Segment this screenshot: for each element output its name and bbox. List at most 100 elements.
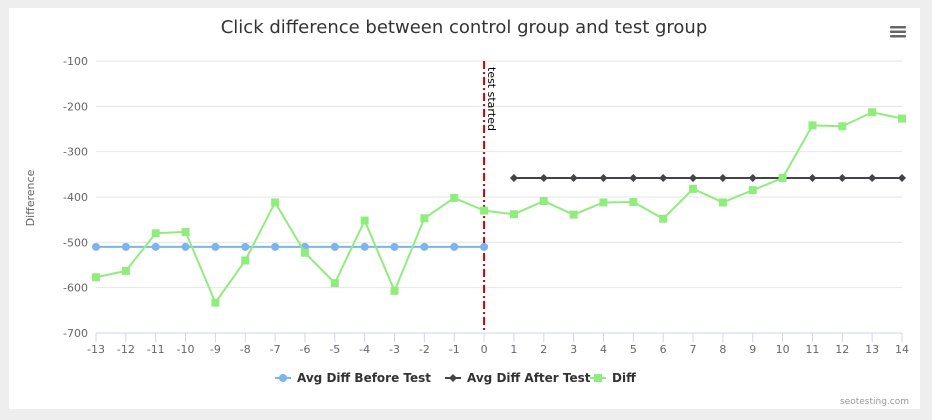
data-point[interactable] — [480, 206, 489, 215]
chart-svg: -100-200-300-400-500-600-700 -13 -12 -11 -1… — [24, 17, 909, 407]
data-point[interactable] — [420, 242, 429, 251]
data-point[interactable] — [778, 173, 787, 182]
y-tick-label: -600 — [63, 282, 88, 295]
x-tick-label: -11 — [147, 343, 165, 356]
legend-label: Diff — [612, 371, 636, 385]
legend-label: Avg Diff After Test — [467, 371, 591, 385]
data-point[interactable] — [211, 242, 220, 251]
data-point[interactable] — [92, 242, 100, 251]
legend-item[interactable]: Avg Diff After Test — [445, 371, 591, 385]
data-point[interactable] — [868, 173, 877, 182]
data-point[interactable] — [838, 173, 847, 182]
data-point[interactable] — [121, 266, 130, 275]
x-tick-label: -9 — [210, 343, 221, 356]
data-point[interactable] — [629, 173, 638, 182]
data-point[interactable] — [92, 273, 100, 282]
data-point[interactable] — [838, 122, 847, 131]
data-point[interactable] — [330, 279, 339, 288]
data-point[interactable] — [241, 256, 250, 265]
x-tick-label: 4 — [600, 343, 607, 356]
series-group — [92, 108, 906, 307]
x-tick-label: -4 — [359, 343, 370, 356]
data-point[interactable] — [868, 108, 877, 117]
data-point[interactable] — [808, 173, 817, 182]
data-point[interactable] — [539, 173, 548, 182]
chart-container: -100 -200 -300 -400 -500 -600 -700 -13 -12 -11 -1… — [9, 8, 920, 409]
y-tick-label: -100 — [63, 55, 88, 68]
series-1 — [509, 173, 906, 182]
y-tick-label: -400 — [63, 191, 88, 204]
data-point[interactable] — [360, 242, 369, 251]
data-point[interactable] — [898, 173, 906, 182]
data-point[interactable] — [689, 173, 698, 182]
plot-lines: test started — [483, 61, 498, 333]
data-point[interactable] — [808, 121, 817, 130]
x-tick-label: 11 — [805, 343, 819, 356]
data-point[interactable] — [629, 197, 638, 206]
chart-title: Click difference between control group a… — [221, 17, 708, 38]
data-point[interactable] — [271, 242, 280, 251]
x-tick-label: 14 — [895, 343, 909, 356]
x-tick-label: -10 — [177, 343, 195, 356]
data-point[interactable] — [390, 242, 399, 251]
data-point[interactable] — [211, 298, 220, 307]
x-tick-label: 2 — [540, 343, 547, 356]
data-point[interactable] — [569, 173, 578, 182]
data-point[interactable] — [181, 242, 190, 251]
data-point[interactable] — [300, 248, 309, 257]
data-point[interactable] — [509, 173, 518, 182]
data-point[interactable] — [151, 242, 160, 251]
data-point[interactable] — [151, 229, 160, 238]
y-axis-ticks: -100 -200 -300 -400 -500 -600 -700 — [63, 55, 88, 340]
legend-marker[interactable] — [449, 374, 457, 382]
x-tick-label: -7 — [270, 343, 281, 356]
data-point[interactable] — [480, 242, 489, 251]
series-2 — [92, 108, 906, 307]
data-point[interactable] — [509, 210, 518, 219]
x-tick-label: 9 — [749, 343, 756, 356]
data-point[interactable] — [271, 198, 280, 207]
series-line — [95, 111, 903, 304]
x-tick-label: 7 — [690, 343, 697, 356]
data-point[interactable] — [181, 227, 190, 236]
y-tick-label: -200 — [63, 100, 88, 113]
credit-link[interactable]: seotesting.com — [840, 397, 909, 407]
x-tick-label: 3 — [570, 343, 577, 356]
data-point[interactable] — [898, 114, 906, 123]
data-point[interactable] — [360, 216, 369, 225]
series-0 — [92, 242, 489, 251]
data-point[interactable] — [330, 242, 339, 251]
data-point[interactable] — [539, 197, 548, 206]
x-tick-label: 0 — [481, 343, 488, 356]
y-tick-label: -700 — [63, 327, 88, 340]
data-point[interactable] — [599, 173, 608, 182]
data-point[interactable] — [718, 198, 727, 207]
data-point[interactable] — [718, 173, 727, 182]
legend-item[interactable]: Avg Diff Before Test — [275, 371, 431, 385]
hamburger-menu-icon[interactable] — [889, 24, 907, 39]
data-point[interactable] — [689, 184, 698, 193]
data-point[interactable] — [420, 214, 429, 223]
data-point[interactable] — [659, 173, 668, 182]
data-point[interactable] — [390, 286, 399, 295]
legend-item[interactable]: Diff — [590, 371, 636, 385]
legend: Avg Diff Before Test Avg Diff After Test D… — [275, 371, 636, 385]
test-started-label: test started — [485, 67, 498, 131]
data-point[interactable] — [450, 242, 459, 251]
data-point[interactable] — [121, 242, 130, 251]
y-tick-label: -500 — [63, 236, 88, 249]
data-point[interactable] — [599, 198, 608, 207]
data-point[interactable] — [659, 214, 668, 223]
data-point[interactable] — [241, 242, 250, 251]
data-point[interactable] — [569, 210, 578, 219]
x-tick-label: 6 — [660, 343, 667, 356]
data-point[interactable] — [450, 193, 459, 202]
legend-marker[interactable] — [279, 374, 287, 382]
y-tick-label: -300 — [63, 146, 88, 159]
data-point[interactable] — [748, 173, 757, 182]
x-tick-label: 1 — [510, 343, 517, 356]
x-tick-label: 10 — [776, 343, 790, 356]
data-point[interactable] — [748, 186, 757, 195]
x-tick-label: -1 — [449, 343, 460, 356]
legend-marker[interactable] — [594, 374, 602, 382]
